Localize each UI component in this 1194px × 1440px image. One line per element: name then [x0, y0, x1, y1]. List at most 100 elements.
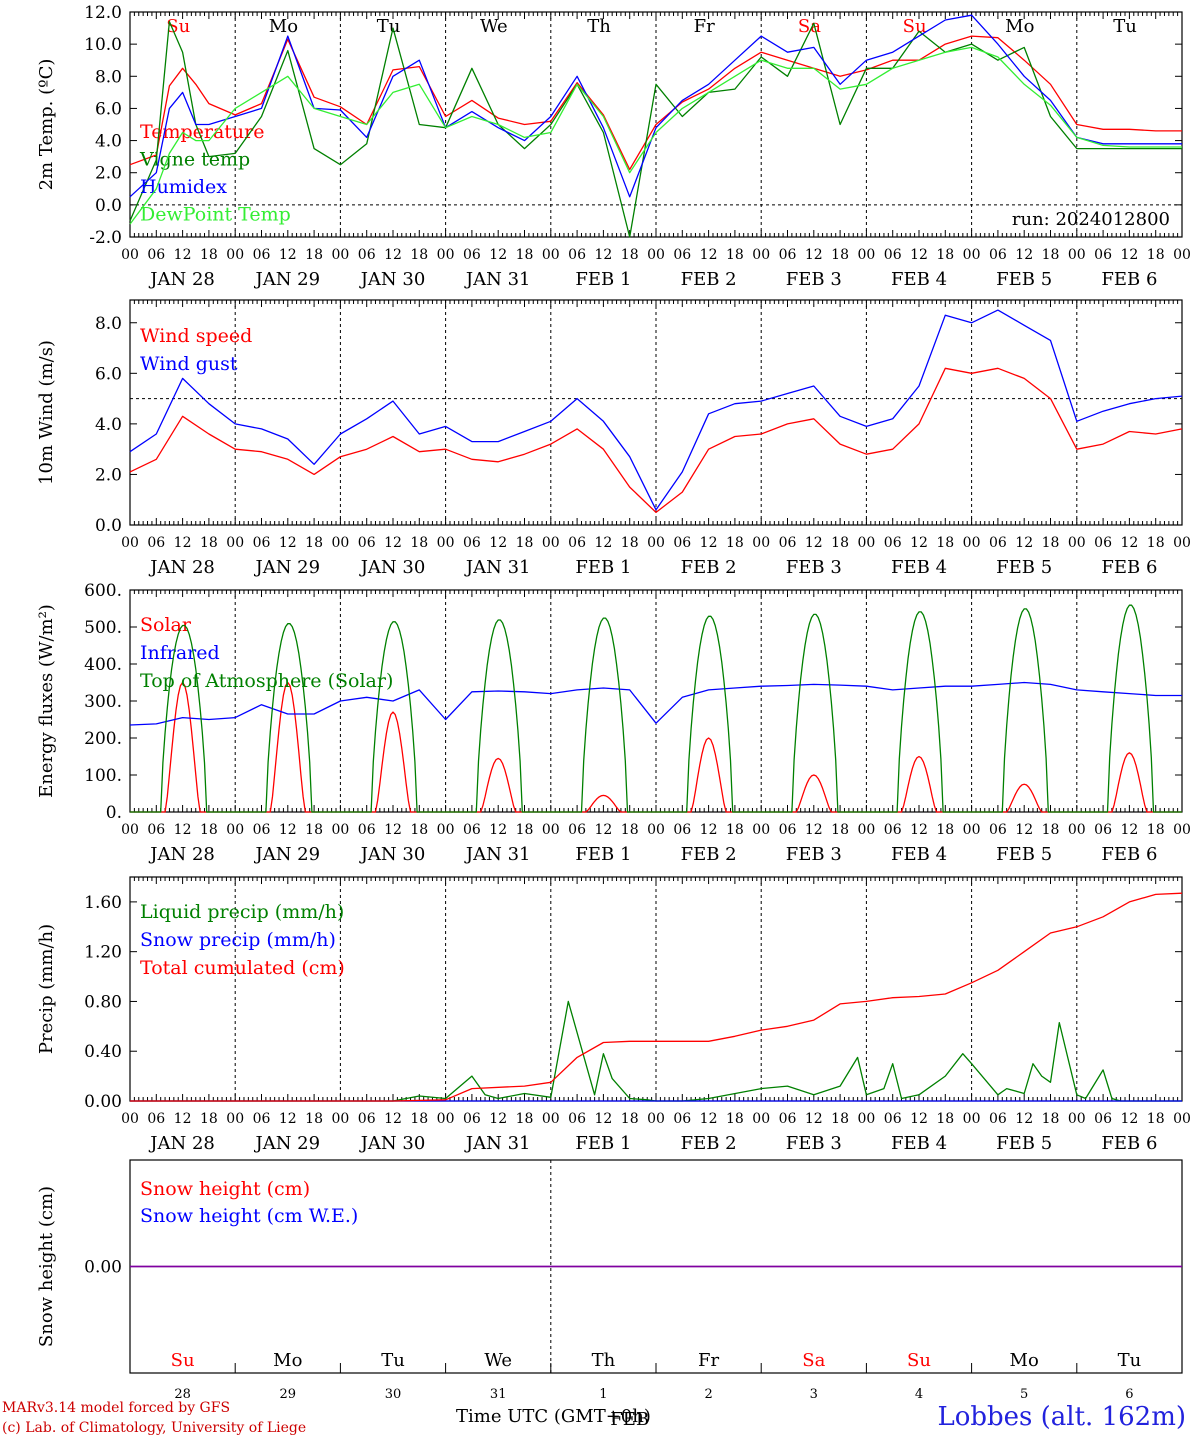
hour-label: 18 [1042, 822, 1060, 838]
hour-label: 06 [463, 535, 481, 551]
y-axis-title: 10m Wind (m/s) [36, 340, 57, 485]
hour-label: 06 [1094, 822, 1112, 838]
hour-label: 00 [857, 822, 875, 838]
hour-label: 06 [673, 1111, 691, 1127]
day-label: FEB 3 [786, 1133, 842, 1154]
hour-label: 18 [410, 535, 428, 551]
hour-label: 06 [568, 822, 586, 838]
hour-label: 00 [857, 247, 875, 263]
day-label: JAN 29 [254, 269, 321, 290]
day-label: FEB 3 [786, 269, 842, 290]
day-number: 2 [704, 1387, 712, 1402]
station-name: Lobbes (alt. 162m) [937, 1402, 1186, 1432]
weekday-label: Fr [694, 16, 715, 37]
hour-label: 12 [594, 247, 612, 263]
hour-label: 18 [831, 535, 849, 551]
hour-label: 00 [1173, 247, 1191, 263]
hour-label: 18 [621, 822, 639, 838]
hour-label: 06 [884, 535, 902, 551]
weekday-label: Su [907, 1350, 931, 1371]
y-tick-label: 600. [84, 581, 122, 601]
hour-label: 18 [936, 535, 954, 551]
day-label: FEB 5 [996, 557, 1052, 578]
day-label: FEB 1 [575, 1133, 631, 1154]
hour-label: 12 [910, 822, 928, 838]
day-number: 3 [810, 1387, 818, 1402]
hour-label: 06 [253, 1111, 271, 1127]
hour-label: 06 [253, 247, 271, 263]
hour-label: 18 [1147, 535, 1165, 551]
hour-label: 00 [963, 1111, 981, 1127]
day-label: FEB 5 [996, 1133, 1052, 1154]
hour-label: 06 [358, 247, 376, 263]
hour-label: 00 [1068, 247, 1086, 263]
hour-label: 00 [121, 535, 139, 551]
day-number: 29 [280, 1387, 297, 1402]
hour-label: 18 [936, 247, 954, 263]
series-line-wind-speed [129, 367, 1183, 514]
hour-label: 06 [568, 535, 586, 551]
hour-label: 06 [779, 1111, 797, 1127]
day-label: FEB 4 [891, 269, 947, 290]
hour-label: 00 [963, 247, 981, 263]
y-axis-title: Snow height (cm) [36, 1186, 57, 1347]
hour-label: 00 [647, 822, 665, 838]
hour-label: 06 [779, 247, 797, 263]
hour-label: 12 [910, 535, 928, 551]
y-tick-label: 2.0 [95, 164, 122, 184]
day-label: JAN 30 [359, 557, 426, 578]
y-tick-label: 8.0 [95, 314, 122, 334]
hour-label: 00 [331, 1111, 349, 1127]
series-line-liquid-precip-mm-h [130, 1000, 1182, 1102]
hour-label: 06 [779, 535, 797, 551]
legend-entry: Snow height (cm) [140, 1178, 310, 1200]
weekday-label: Tu [1118, 1350, 1142, 1371]
hour-label: 12 [1015, 535, 1033, 551]
y-tick-label: 400. [84, 655, 122, 675]
hour-label: 06 [1094, 1111, 1112, 1127]
hour-label: 06 [253, 822, 271, 838]
hour-label: 12 [594, 822, 612, 838]
hour-label: 18 [1042, 247, 1060, 263]
day-label: JAN 28 [148, 269, 215, 290]
hour-label: 06 [253, 535, 271, 551]
weekday-label: We [484, 1350, 512, 1371]
hour-label: 00 [647, 1111, 665, 1127]
y-tick-label: 10.0 [84, 35, 122, 55]
y-tick-label: 1.60 [84, 893, 122, 913]
hour-label: 06 [568, 1111, 586, 1127]
hour-label: 18 [200, 535, 218, 551]
day-label: JAN 28 [148, 557, 215, 578]
hour-label: 00 [752, 535, 770, 551]
hour-label: 06 [673, 247, 691, 263]
y-tick-label: 1.20 [84, 943, 122, 963]
hour-label: 18 [516, 822, 534, 838]
y-tick-label: 0.00 [84, 1092, 122, 1112]
day-label: FEB 5 [996, 269, 1052, 290]
weekday-label: Mo [269, 16, 298, 37]
hour-label: 18 [1042, 1111, 1060, 1127]
hour-label: 18 [726, 535, 744, 551]
hour-label: 00 [121, 247, 139, 263]
legend-entry: Total cumulated (cm) [140, 957, 345, 979]
hour-label: 12 [805, 1111, 823, 1127]
day-label: FEB 6 [1101, 557, 1157, 578]
day-number: 5 [1020, 1387, 1028, 1402]
hour-label: 06 [463, 1111, 481, 1127]
weekday-label: Tu [377, 16, 401, 37]
weekday-label: Mo [1005, 16, 1034, 37]
legend-entry: Wind gust [140, 353, 238, 375]
day-number: 30 [385, 1387, 402, 1402]
hour-label: 06 [989, 1111, 1007, 1127]
y-axis-title: 2m Temp. (ºC) [36, 59, 57, 191]
hour-label: 00 [121, 822, 139, 838]
hour-label: 06 [673, 535, 691, 551]
hour-label: 00 [1068, 535, 1086, 551]
hour-label: 00 [752, 822, 770, 838]
hour-label: 12 [910, 1111, 928, 1127]
y-tick-label: 6.0 [95, 364, 122, 384]
day-number: 6 [1125, 1387, 1133, 1402]
lab-credit: (c) Lab. of Climatology, University of L… [2, 1420, 307, 1436]
day-label: FEB 1 [575, 557, 631, 578]
hour-label: 12 [489, 247, 507, 263]
